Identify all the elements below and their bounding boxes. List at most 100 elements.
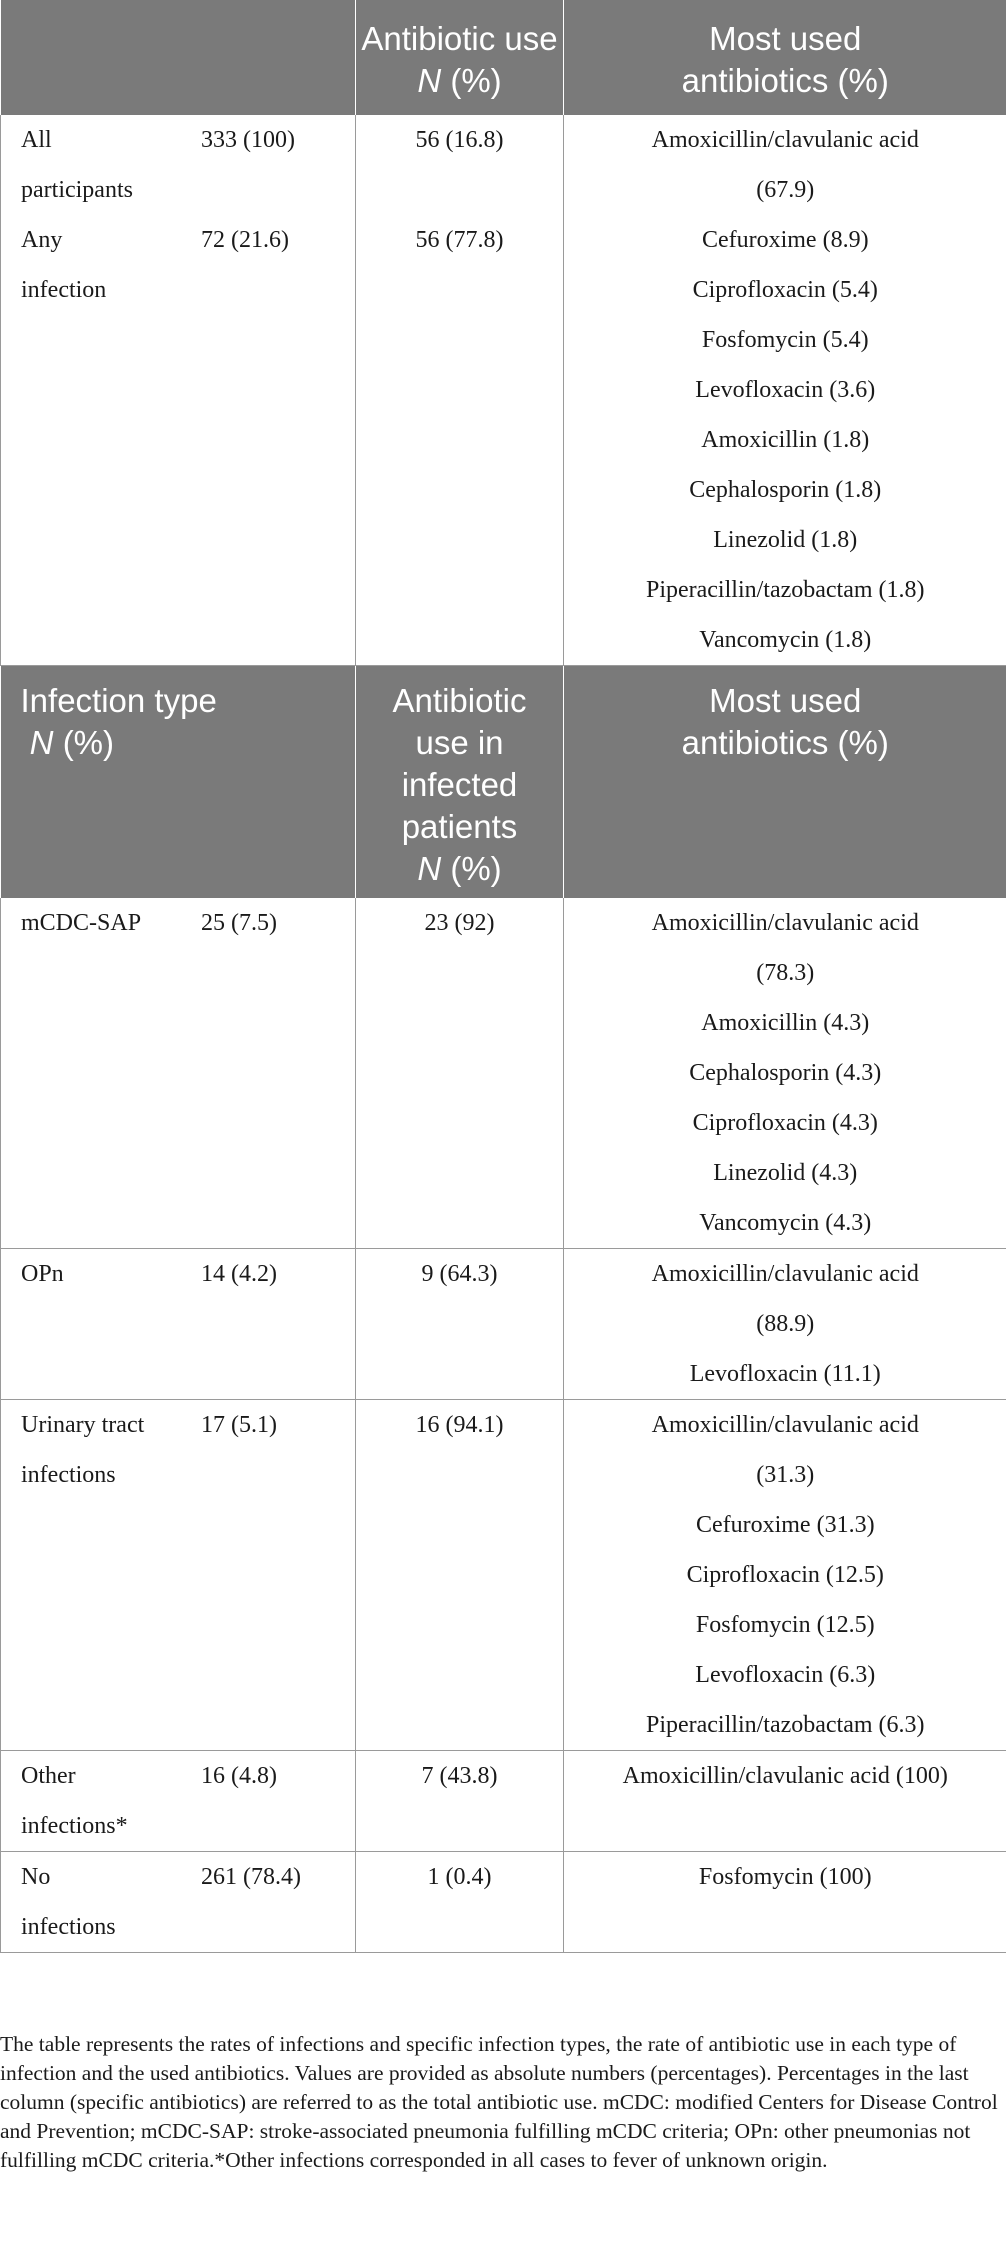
antibiotic-item: Piperacillin/tazobactam (1.8) xyxy=(645,577,925,603)
section2-body: mCDC-SAP 25 (7.5) 23 (92) Amoxicillin/clavu… xyxy=(0,898,1006,1953)
antibiotic-item: Cefuroxime (8.9) xyxy=(701,227,869,253)
table-row: OPn 14 (4.2) 9 (64.3) Amoxicillin/clavulani… xyxy=(0,1248,1006,1400)
row-label-line: Urinary tract xyxy=(21,1412,145,1438)
row-count: 14 (4.2) xyxy=(201,1261,277,1287)
antibiotic-item: (31.3) xyxy=(756,1462,815,1488)
row-count: 72 (21.6) xyxy=(201,227,289,253)
antibiotic-item: Vancomycin (4.3) xyxy=(699,1210,872,1236)
row-label-line: infections xyxy=(21,1462,116,1488)
antibiotic-item: (78.3) xyxy=(756,960,815,986)
row-label-line: mCDC-SAP xyxy=(21,910,142,936)
antibiotic-item: Vancomycin (1.8) xyxy=(699,627,872,653)
header-empty-cell xyxy=(0,0,356,115)
antibiotic-use-cell: 9 (64.3) xyxy=(355,1248,564,1400)
row-label: Any infection xyxy=(21,215,201,315)
table-row: mCDC-SAP 25 (7.5) 23 (92) Amoxicillin/clavu… xyxy=(0,898,1006,1249)
row-label-line: infection xyxy=(21,277,107,303)
row-label: Other infections* xyxy=(21,1751,201,1851)
antibiotic-item: Amoxicillin/clavulanic acid xyxy=(651,910,919,936)
header-most-used: Most used antibiotics (%) xyxy=(563,665,1006,898)
table-row: No infections 261 (78.4) 1 (0.4) Fosfomycin … xyxy=(0,1851,1006,1953)
row-count: 333 (100) xyxy=(201,127,295,153)
antibiotic-use-cell: 1 (0.4) xyxy=(355,1851,564,1953)
infection-type-group: Any infection 72 (21.6) xyxy=(1,215,355,315)
table-row: Any infection 72 (21.6) 56 (77.8) Cefuroxime… xyxy=(0,215,1006,666)
antibiotic-item: Piperacillin/tazobactam (6.3) xyxy=(645,1712,925,1738)
antibiotic-item: (67.9) xyxy=(756,177,815,203)
header-text: antibiotics (%) xyxy=(681,724,889,761)
row-label: No infections xyxy=(21,1852,201,1952)
header-n: N xyxy=(417,850,442,887)
row-label-line: participants xyxy=(21,177,133,203)
row-count: 261 (78.4) xyxy=(201,1864,301,1890)
most-used-cell: Cefuroxime (8.9) Ciprofloxacin (5.4) Fosfo… xyxy=(563,215,1006,666)
infection-type-cell: Other infections* 16 (4.8) xyxy=(0,1750,356,1852)
antibiotic-item: Levofloxacin (3.6) xyxy=(695,377,876,403)
infection-type-group: All participants 333 (100) xyxy=(1,115,355,215)
infection-type-cell: All participants 333 (100) xyxy=(0,115,356,215)
antibiotic-item: Levofloxacin (6.3) xyxy=(695,1662,876,1688)
antibiotic-item: Amoxicillin (4.3) xyxy=(701,1010,870,1036)
antibiotic-use-value: 23 (92) xyxy=(424,910,495,936)
most-used-cell: Amoxicillin/clavulanic acid (88.9) Levoflo… xyxy=(563,1248,1006,1400)
header-pct: (%) xyxy=(450,850,502,887)
antibiotic-use-cell: 56 (77.8) xyxy=(355,215,564,666)
row-count: 17 (5.1) xyxy=(201,1412,277,1438)
antibiotic-use-value: 56 (77.8) xyxy=(415,227,504,253)
antibiotic-item: Amoxicillin/clavulanic acid xyxy=(651,127,919,153)
antibiotic-item: Linezolid (1.8) xyxy=(713,527,858,553)
section1-header-row: Antibiotic use N (%) Most used antibioti… xyxy=(0,0,1006,115)
antibiotic-use-value: 9 (64.3) xyxy=(421,1261,498,1287)
antibiotic-item: Cephalosporin (4.3) xyxy=(689,1060,882,1086)
most-used-cell: Fosfomycin (100) xyxy=(563,1851,1006,1953)
antibiotic-item: Ciprofloxacin (4.3) xyxy=(692,1110,878,1136)
row-label: mCDC-SAP xyxy=(21,898,201,948)
row-label-line: infections xyxy=(21,1914,116,1940)
antibiotic-use-value: 1 (0.4) xyxy=(427,1864,492,1890)
header-text: use in xyxy=(415,724,504,761)
antibiotic-item: Fosfomycin (12.5) xyxy=(695,1612,875,1638)
antibiotic-item: Amoxicillin/clavulanic acid (100) xyxy=(622,1763,948,1789)
table-row: Urinary tract infections 17 (5.1) 16 (94.1)… xyxy=(0,1399,1006,1751)
header-antibiotic-use: Antibiotic use N (%) xyxy=(355,0,564,115)
header-most-used: Most used antibiotics (%) xyxy=(563,0,1006,115)
infection-type-group: Urinary tract infections 17 (5.1) xyxy=(1,1400,355,1500)
infection-type-cell: Urinary tract infections 17 (5.1) xyxy=(0,1399,356,1751)
most-used-cell: Amoxicillin/clavulanic acid (67.9) xyxy=(563,115,1006,215)
row-label: All participants xyxy=(21,115,201,215)
header-text: antibiotics (%) xyxy=(681,62,889,99)
row-label-line: No xyxy=(21,1864,51,1890)
antibiotic-item: Cefuroxime (31.3) xyxy=(695,1512,875,1538)
section1-body: All participants 333 (100) 56 (16.8) Amoxici… xyxy=(0,115,1006,666)
row-label-line: Any xyxy=(21,227,63,253)
antibiotic-item: Fosfomycin (5.4) xyxy=(701,327,869,353)
infection-type-group: mCDC-SAP 25 (7.5) xyxy=(1,898,355,948)
antibiotic-item: Linezolid (4.3) xyxy=(713,1160,858,1186)
infection-type-cell: OPn 14 (4.2) xyxy=(0,1248,356,1400)
header-infection-type: Infection type N (%) xyxy=(0,665,356,898)
infection-type-group: Other infections* 16 (4.8) xyxy=(1,1751,355,1851)
antibiotic-item: Levofloxacin (11.1) xyxy=(689,1361,881,1387)
row-label: OPn xyxy=(21,1249,201,1299)
antibiotic-use-value: 7 (43.8) xyxy=(421,1763,498,1789)
section2-header-row: Infection type N (%) Antibiotic use in i… xyxy=(0,665,1006,898)
infection-type-cell: mCDC-SAP 25 (7.5) xyxy=(0,898,356,1249)
header-text: Infection type xyxy=(20,682,217,719)
row-label-line: OPn xyxy=(21,1261,64,1287)
most-used-cell: Amoxicillin/clavulanic acid (100) xyxy=(563,1750,1006,1852)
most-used-cell: Amoxicillin/clavulanic acid (31.3) Cefurox… xyxy=(563,1399,1006,1751)
header-text: Most used xyxy=(709,20,862,57)
table-footnote: The table represents the rates of infect… xyxy=(0,2032,998,2172)
antibiotic-item: Cephalosporin (1.8) xyxy=(689,477,882,503)
antibiotic-use-cell: 23 (92) xyxy=(355,898,564,1249)
header-text: Most used xyxy=(709,682,862,719)
row-label-line: All xyxy=(21,127,52,153)
header-use-infected: Antibiotic use in infected patients N (%… xyxy=(355,665,564,898)
header-text: Antibiotic xyxy=(392,682,527,719)
antibiotic-item: Fosfomycin (100) xyxy=(698,1864,872,1890)
antibiotic-item: (88.9) xyxy=(756,1311,815,1337)
row-count: 25 (7.5) xyxy=(201,910,277,936)
header-text: Antibiotic use xyxy=(361,20,558,57)
header-pct: (%) xyxy=(450,62,502,99)
antibiotic-item: Amoxicillin (1.8) xyxy=(701,427,870,453)
